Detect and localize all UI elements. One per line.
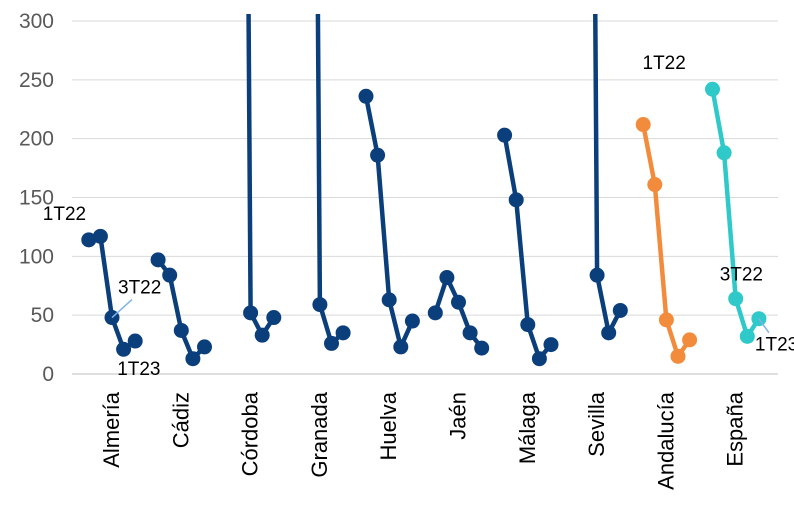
annotation-label: 3T22 xyxy=(720,265,763,286)
y-axis-tick-labels: 0 50 100 150 200 250 300 xyxy=(19,10,54,386)
data-point xyxy=(116,341,132,357)
data-point xyxy=(647,177,663,193)
category-label: España xyxy=(723,391,748,466)
series-Jaén xyxy=(427,270,490,356)
data-point xyxy=(508,192,524,208)
annotation-label: 1T22 xyxy=(643,53,686,74)
data-point xyxy=(393,339,409,355)
y-tick-label: 150 xyxy=(19,187,54,210)
data-point xyxy=(728,291,744,307)
data-point xyxy=(705,81,720,97)
category-labels: Almería Cádiz Córdoba Granada Huelva Jaén Mála… xyxy=(99,391,748,490)
data-point xyxy=(404,313,420,329)
data-point xyxy=(612,302,628,318)
series-Cádiz xyxy=(150,252,212,367)
data-point xyxy=(451,294,466,310)
data-point xyxy=(682,332,698,348)
series-Andalucía xyxy=(635,117,698,364)
data-point xyxy=(266,310,282,326)
series-line xyxy=(593,14,623,336)
data-point xyxy=(716,145,732,161)
y-tick-label: 300 xyxy=(19,10,54,33)
series-Málaga xyxy=(497,127,559,367)
series-line xyxy=(246,14,276,338)
category-label: Málaga xyxy=(515,391,540,464)
category-label: Jaén xyxy=(446,392,471,440)
data-point xyxy=(197,339,212,355)
y-tick-label: 250 xyxy=(19,69,54,92)
series-Granada xyxy=(312,14,351,351)
data-point xyxy=(92,228,108,244)
data-point xyxy=(335,325,351,341)
data-point xyxy=(497,127,513,143)
data-point xyxy=(543,337,559,353)
data-point xyxy=(739,328,755,344)
data-point xyxy=(358,88,374,104)
data-point xyxy=(162,267,178,283)
series-group xyxy=(81,14,767,367)
data-point xyxy=(658,312,674,328)
data-point xyxy=(243,305,259,321)
series-line xyxy=(363,95,415,350)
data-point xyxy=(635,117,651,133)
data-point xyxy=(150,252,166,268)
category-label: Andalucía xyxy=(653,391,678,490)
data-point xyxy=(254,327,270,343)
annotation-label: 1T22 xyxy=(43,204,86,225)
data-point xyxy=(324,335,339,351)
data-point xyxy=(670,348,686,364)
data-point xyxy=(601,325,617,341)
y-tick-label: 100 xyxy=(19,245,54,268)
data-point xyxy=(474,340,490,356)
series-Sevilla xyxy=(589,14,628,341)
y-tick-label: 200 xyxy=(19,128,54,151)
category-label: Cádiz xyxy=(168,392,193,448)
series-line xyxy=(315,14,345,346)
data-point xyxy=(81,232,97,248)
y-tick-label: 0 xyxy=(42,363,54,386)
data-point xyxy=(589,267,605,283)
series-España xyxy=(705,81,767,344)
data-point xyxy=(173,322,189,338)
category-label: Sevilla xyxy=(584,391,609,457)
annotation-label: 3T22 xyxy=(118,278,161,299)
series-Córdoba xyxy=(243,14,282,343)
data-point xyxy=(427,305,443,321)
annotation-leader xyxy=(111,298,133,319)
annotation-label: 1T23 xyxy=(755,335,794,356)
data-point xyxy=(381,292,397,308)
category-label: Huelva xyxy=(376,391,401,460)
series-Huelva xyxy=(358,88,420,355)
category-label: Córdoba xyxy=(238,391,263,476)
data-point xyxy=(439,270,455,286)
data-point xyxy=(462,325,478,341)
data-point xyxy=(370,147,386,163)
annotations: 1T22 3T22 1T23 1T22 3T22 1T23 xyxy=(43,53,794,380)
data-point xyxy=(127,333,143,349)
gridlines xyxy=(72,20,778,375)
data-point xyxy=(312,297,328,313)
category-label: Granada xyxy=(307,391,332,477)
data-point xyxy=(531,351,547,367)
annotation-leader xyxy=(758,318,770,334)
data-point xyxy=(185,351,201,367)
y-tick-label: 50 xyxy=(31,304,54,327)
annotation-label: 1T23 xyxy=(117,359,160,380)
category-label: Almería xyxy=(99,391,124,468)
data-point xyxy=(520,317,536,333)
